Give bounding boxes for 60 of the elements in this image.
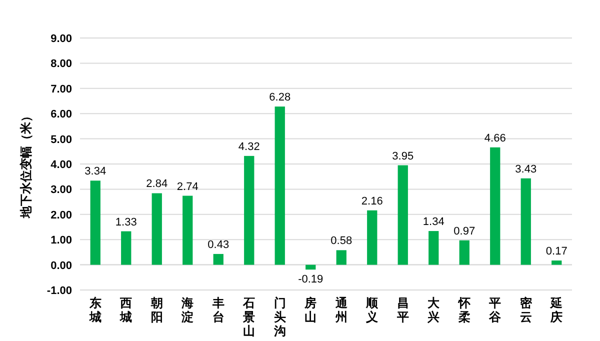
x-tick-label: 丰台 [211, 296, 224, 324]
data-label: 3.43 [515, 163, 537, 176]
y-tick-label: 6.00 [50, 108, 72, 121]
y-tick-label: 9.00 [50, 33, 72, 45]
x-tick-label: 门头沟 [272, 296, 286, 338]
data-label: 2.74 [176, 180, 198, 193]
x-tick-label: 顺义 [365, 296, 380, 324]
y-tick-label: 1.00 [50, 234, 72, 247]
bar [490, 147, 500, 265]
bar [552, 260, 562, 265]
y-tick-label: 7.00 [50, 83, 72, 96]
data-label: 2.84 [146, 178, 168, 190]
bar [398, 165, 408, 265]
data-label: 1.34 [422, 216, 444, 228]
x-tick-label: 平谷 [488, 296, 502, 324]
bar [520, 178, 531, 265]
data-label: 1.33 [115, 216, 137, 228]
data-label: -0.19 [298, 274, 324, 286]
x-tick-label: 密云 [520, 296, 533, 324]
data-label: 3.34 [84, 166, 106, 178]
x-tick-label: 房山 [304, 296, 317, 324]
bar [274, 106, 285, 265]
y-tick-label: 0.00 [50, 260, 72, 272]
data-label: 4.66 [484, 132, 506, 144]
x-tick-label: 怀柔 [457, 296, 472, 324]
data-label: 0.97 [454, 225, 476, 238]
x-tick-label: 大兴 [426, 296, 441, 324]
x-tick-label: 通州 [334, 296, 348, 324]
x-tick-label: 延庆 [550, 296, 563, 324]
bar [182, 196, 193, 265]
bar [152, 193, 162, 265]
data-label: 2.16 [361, 195, 383, 208]
bar [428, 231, 439, 265]
y-tick-label: 2.00 [50, 209, 72, 222]
y-tick-label: -1.00 [46, 285, 72, 297]
data-label: 6.28 [269, 92, 291, 104]
data-label: 0.43 [208, 238, 230, 251]
data-label: 0.58 [330, 235, 352, 248]
bar [90, 180, 100, 265]
bar [213, 254, 224, 265]
x-tick-label: 西城 [119, 296, 132, 324]
data-label: 4.32 [238, 140, 260, 153]
bar [244, 156, 254, 265]
y-tick-label: 4.00 [50, 159, 72, 171]
bar [367, 210, 378, 265]
bar [459, 240, 470, 265]
x-tick-label: 海淀 [180, 296, 194, 324]
bar [306, 264, 316, 270]
bar [121, 231, 132, 265]
data-label: 3.95 [392, 150, 414, 162]
x-tick-label: 朝阳 [150, 296, 163, 324]
data-label: 0.17 [546, 246, 568, 258]
y-axis-title: 地下水位变幅（米） [19, 110, 33, 219]
x-tick-label: 昌平 [396, 296, 409, 324]
y-tick-label: 5.00 [50, 134, 72, 146]
bar [336, 250, 346, 265]
y-tick-label: 8.00 [50, 58, 72, 70]
y-tick-label: 3.00 [50, 184, 72, 196]
x-tick-label: 石景山 [242, 296, 256, 338]
x-tick-label: 东城 [88, 296, 102, 324]
